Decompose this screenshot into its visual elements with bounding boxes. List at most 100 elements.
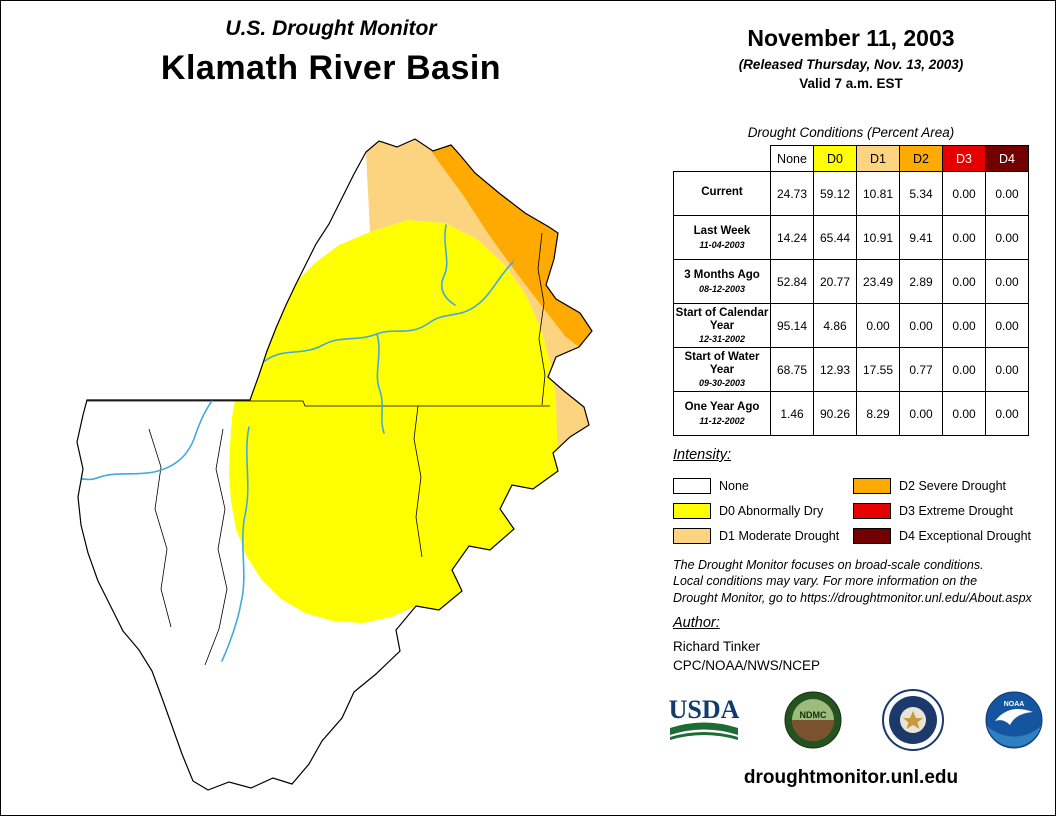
table-cell: 1.46 [770, 391, 814, 436]
legend-item-none: None [673, 473, 853, 498]
d2-swatch [853, 477, 891, 494]
svg-text:USDA: USDA [669, 695, 740, 724]
ndmc-logo: NDMC [784, 691, 842, 749]
table-cell: 90.26 [813, 391, 857, 436]
table-cell: 20.77 [813, 259, 857, 304]
col-header-none: None [770, 145, 814, 172]
table-cell: 0.00 [985, 347, 1029, 392]
north-tributary [440, 224, 456, 306]
legend-label: None [719, 478, 749, 493]
legend-label: D4 Exceptional Drought [899, 528, 1032, 543]
table-cell: 0.00 [985, 391, 1029, 436]
legend-item-d1: D1 Moderate Drought [673, 523, 853, 548]
table-cell: 10.81 [856, 171, 900, 216]
monitor-title: U.S. Drought Monitor [225, 17, 437, 40]
table-row-start-calendar-year: Start of Calendar Year 12-31-2002 95.14 … [673, 303, 1029, 348]
legend-title: Intensity: [673, 447, 732, 463]
table-cell: 24.73 [770, 171, 814, 216]
table-cell: 68.75 [770, 347, 814, 392]
disclaimer-line: Drought Monitor, go to https://droughtmo… [673, 590, 1032, 605]
table-row-3-months-ago: 3 Months Ago 08-12-2003 52.84 20.77 23.4… [673, 259, 1029, 304]
table-cell: 8.29 [856, 391, 900, 436]
table-row-start-water-year: Start of Water Year 09-30-2003 68.75 12.… [673, 347, 1029, 392]
table-cell: 0.00 [942, 303, 986, 348]
website-url: droughtmonitor.unl.edu [743, 767, 959, 788]
title-block: U.S. Drought Monitor Klamath River Basin [51, 17, 611, 88]
col-header-d3: D3 [942, 145, 986, 172]
drought-conditions-table: None D0 D1 D2 D3 D4 Current 24.73 59.12 … [673, 145, 1029, 436]
south-tributary [221, 426, 250, 662]
row-label: Current [701, 186, 743, 199]
table-cell: 0.00 [985, 171, 1029, 216]
row-label: One Year Ago [684, 401, 760, 414]
row-label: 3 Months Ago [684, 269, 760, 282]
disclaimer-line: Local conditions may vary. For more info… [673, 574, 978, 589]
table-header-row: None D0 D1 D2 D3 D4 [674, 145, 1029, 172]
table-cell: 14.24 [770, 215, 814, 260]
intensity-legend: Intensity: None D0 Abnormally Dry D1 Mod… [673, 447, 1041, 548]
row-header: One Year Ago 11-12-2002 [673, 391, 771, 436]
table-corner-cell [674, 146, 771, 172]
row-header: Start of Calendar Year 12-31-2002 [673, 303, 771, 348]
table-cell: 5.34 [899, 171, 943, 216]
d4-swatch [853, 527, 891, 544]
region-title: Klamath River Basin [160, 49, 502, 87]
table-cell: 10.91 [856, 215, 900, 260]
table-cell: 0.00 [942, 347, 986, 392]
table-cell: 4.86 [813, 303, 857, 348]
author-name: Richard Tinker [673, 639, 761, 654]
report-date: November 11, 2003 [747, 25, 955, 51]
table-title: Drought Conditions (Percent Area) [747, 125, 955, 140]
row-header: Start of Water Year 09-30-2003 [673, 347, 771, 392]
table-cell: 2.89 [899, 259, 943, 304]
legend-item-d0: D0 Abnormally Dry [673, 498, 853, 523]
author-heading: Author: [673, 615, 720, 631]
legend-label: D3 Extreme Drought [899, 503, 1013, 518]
table-row-last-week: Last Week 11-04-2003 14.24 65.44 10.91 9… [673, 215, 1029, 260]
row-label: Start of Calendar Year [675, 306, 769, 332]
table-cell: 0.00 [985, 303, 1029, 348]
svg-text:NDMC: NDMC [799, 710, 826, 720]
row-date: 08-12-2003 [698, 283, 746, 294]
d0-region [229, 220, 558, 623]
table-cell: 0.00 [942, 391, 986, 436]
table-cell: 0.00 [942, 215, 986, 260]
legend-item-d2: D2 Severe Drought [853, 473, 1041, 498]
legend-label: D0 Abnormally Dry [719, 503, 824, 518]
table-cell: 0.77 [899, 347, 943, 392]
d3-swatch [853, 502, 891, 519]
row-date: 09-30-2003 [698, 378, 746, 389]
legend-item-d3: D3 Extreme Drought [853, 498, 1041, 523]
row-date: 11-04-2003 [699, 239, 745, 250]
commerce-logo [882, 689, 945, 751]
row-header: Last Week 11-04-2003 [673, 215, 771, 260]
row-date: 11-12-2002 [699, 415, 745, 426]
legend-label: D2 Severe Drought [899, 478, 1007, 493]
table-cell: 0.00 [942, 259, 986, 304]
river-lines [77, 224, 514, 662]
row-label: Last Week [693, 225, 751, 238]
row-header: Current [673, 171, 771, 216]
interior-boundaries [87, 232, 550, 666]
disclaimer-line: The Drought Monitor focuses on broad-sca… [673, 558, 984, 572]
col-header-d4: D4 [985, 145, 1029, 172]
date-block: November 11, 2003 (Released Thursday, No… [661, 25, 1041, 91]
table-cell: 17.55 [856, 347, 900, 392]
d0-swatch [673, 502, 711, 519]
table-row-one-year-ago: One Year Ago 11-12-2002 1.46 90.26 8.29 … [673, 391, 1029, 436]
basin-outline [76, 138, 593, 791]
table-cell: 65.44 [813, 215, 857, 260]
state-border-line [87, 400, 550, 407]
col-header-d2: D2 [899, 145, 943, 172]
none-swatch [673, 477, 711, 494]
table-cell: 0.00 [985, 259, 1029, 304]
row-header: 3 Months Ago 08-12-2003 [673, 259, 771, 304]
svg-text:NOAA: NOAA [1004, 701, 1025, 708]
valid-time: Valid 7 a.m. EST [799, 76, 903, 91]
row-label: Start of Water Year [684, 350, 760, 376]
legend-item-d4: D4 Exceptional Drought [853, 523, 1041, 548]
row-date: 12-31-2002 [698, 334, 746, 345]
d1-swatch [673, 527, 711, 544]
agency-logos: USDA NDMC [665, 689, 1043, 751]
